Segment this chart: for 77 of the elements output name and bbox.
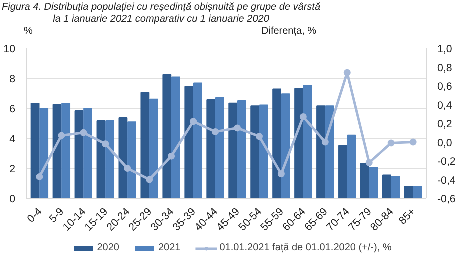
bar <box>281 94 290 198</box>
point <box>102 140 110 148</box>
bar <box>206 99 216 198</box>
y2-tick-label: 0,6 <box>438 81 452 93</box>
x-tick-label: 85+ <box>396 206 418 228</box>
bar <box>128 122 136 198</box>
point <box>124 165 132 172</box>
point <box>58 132 66 140</box>
point <box>212 128 220 136</box>
y-axis-title: % <box>24 26 33 38</box>
bar <box>74 110 84 198</box>
bar <box>272 88 282 198</box>
bar <box>237 100 246 198</box>
y2-tick-label: 0,0 <box>438 137 452 150</box>
bar <box>303 85 312 198</box>
y2-tick-label: 1,0 <box>438 44 452 56</box>
chart-subtitle: la 1 ianuarie 2021 comparativ cu 1 ianuarie 2020 <box>52 14 270 26</box>
y-tick-label: 0 <box>10 194 16 206</box>
y2-tick-label: 0,8 <box>438 62 452 74</box>
bar <box>184 86 194 198</box>
bar <box>316 106 326 198</box>
y-tick-label: 2 <box>10 164 16 176</box>
x-tick-label: 0-4 <box>25 206 45 226</box>
bar <box>404 186 414 198</box>
bar <box>215 97 224 198</box>
y-tick-label: 8 <box>10 74 16 86</box>
y2-tick-label: 0,4 <box>438 100 452 112</box>
point <box>300 113 307 120</box>
bar <box>259 104 268 198</box>
legend-label: 2020 <box>97 242 120 254</box>
bar <box>347 134 356 198</box>
point <box>410 138 417 146</box>
bar <box>250 106 260 198</box>
bar <box>118 117 128 198</box>
bar <box>150 98 158 198</box>
y2-tick-label: -0,4 <box>438 174 456 187</box>
x-tick-label: 5-9 <box>47 206 67 226</box>
point <box>366 159 373 166</box>
point <box>146 176 154 184</box>
bar <box>382 174 392 198</box>
bar <box>106 120 114 198</box>
bar <box>40 108 49 198</box>
bar <box>62 103 71 198</box>
legend-label: 2021 <box>158 242 181 254</box>
y-tick-label: 10 <box>4 44 16 56</box>
y-tick-label: 4 <box>10 134 16 146</box>
bar <box>96 120 106 198</box>
y2-tick-label: -0,6 <box>438 194 456 206</box>
point <box>36 173 44 180</box>
point <box>388 140 395 147</box>
point <box>168 152 176 160</box>
point <box>234 124 241 132</box>
legend-label: 01.01.2021 față de 01.01.2020 (+/-), % <box>220 242 392 254</box>
chart-title: Figura 4. Distribuția populației cu reședință obișnuită pe grupe de vârstă <box>2 2 321 14</box>
bar <box>338 145 348 198</box>
point <box>80 129 88 136</box>
y2-tick-label: 0,2 <box>438 118 452 130</box>
bar <box>294 88 304 198</box>
bar <box>140 92 150 198</box>
bar <box>171 76 180 198</box>
y-tick-label: 6 <box>10 104 16 116</box>
point <box>344 69 351 76</box>
bar <box>228 102 238 198</box>
bar <box>30 103 40 198</box>
bar <box>84 108 92 198</box>
bar <box>413 186 422 198</box>
point <box>256 133 263 140</box>
point <box>278 170 285 178</box>
y2-tick-label: -0,2 <box>438 156 456 168</box>
bar <box>391 176 400 198</box>
bar <box>360 163 370 198</box>
bar <box>162 74 172 198</box>
point <box>322 138 329 146</box>
bar <box>193 82 202 198</box>
point <box>190 118 198 126</box>
bar <box>369 167 378 198</box>
y2-axis-title: Diferența, % <box>262 26 317 38</box>
